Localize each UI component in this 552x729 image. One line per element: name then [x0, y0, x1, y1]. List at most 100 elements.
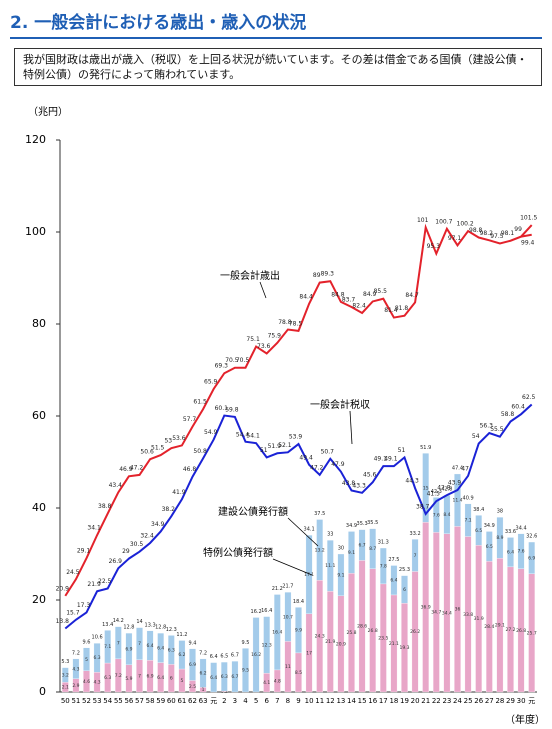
- bar-value-label: 7.8: [380, 563, 387, 569]
- bar-total-label: 32.6: [526, 534, 537, 540]
- bar-value-label: 31.9: [474, 616, 484, 622]
- bar-value-label: 1: [202, 687, 205, 693]
- line-value-label: 99: [514, 226, 522, 233]
- series-arrow: [259, 281, 267, 299]
- x-axis-label: （年度）: [505, 713, 545, 726]
- bar-segment: [263, 616, 271, 674]
- line-value-label: 43.4: [109, 482, 123, 489]
- line-value-label: 54: [472, 433, 480, 440]
- bar-value-label: 6.5: [475, 528, 482, 534]
- line-value-label: 89.3: [321, 271, 335, 278]
- x-tick-label: 6: [264, 697, 269, 705]
- bar-total-label: 38: [497, 509, 503, 515]
- bar-value-label: 15: [423, 485, 429, 491]
- bar-total-label: 12.8: [123, 625, 134, 631]
- y-tick-label: 0: [39, 685, 46, 698]
- x-tick-label: 18: [389, 697, 398, 705]
- bar-total-label: 12.8: [155, 625, 166, 631]
- line-value-label: 75.1: [246, 336, 260, 343]
- bar-value-label: 28.6: [357, 624, 367, 630]
- line-value-label: 29.1: [77, 548, 91, 555]
- x-tick-label: 21: [421, 697, 430, 705]
- bar-value-label: 9.1: [348, 550, 355, 556]
- note: 我が国財政は歳出が歳入（税収）を上回る状況が続いています。その差は借金である国債…: [14, 48, 542, 86]
- line-value-label: 51: [260, 447, 268, 454]
- bar-total-label: 5.3: [61, 659, 69, 665]
- bar-segment: [496, 517, 504, 559]
- bar-value-label: 6.2: [200, 671, 207, 677]
- x-tick-label: 8: [286, 697, 290, 705]
- line-value-label: 54.4: [236, 431, 250, 438]
- line-value-label: 53.6: [172, 435, 186, 442]
- bar-value-label: 6.9: [528, 555, 535, 561]
- bar-total-label: 33: [327, 532, 333, 538]
- bar-series-label: 建設公債発行額: [218, 505, 288, 518]
- bar-series-label: 特例公債発行額: [203, 546, 273, 559]
- line-value-label: 83.7: [342, 296, 356, 303]
- bar-total-label: 16.2: [251, 609, 262, 615]
- bar-segment: [517, 533, 525, 569]
- bar-total-label: 33.6: [505, 529, 516, 535]
- line-alt-end: [520, 233, 532, 238]
- bar-value-label: 6.4: [507, 550, 514, 556]
- bar-value-label: 16.2: [251, 652, 261, 658]
- bar-value-label: 11.1: [325, 563, 335, 569]
- bar-total-label: 27.5: [388, 557, 399, 563]
- y-tick-label: 100: [25, 225, 46, 238]
- bar-value-label: 6.9: [189, 662, 196, 668]
- line-value-label: 50.7: [321, 448, 335, 455]
- line-value-label: 21.9: [87, 581, 101, 588]
- bar-value-label: 36.9: [421, 605, 431, 611]
- bar-segment: [316, 519, 324, 581]
- x-tick-label: 50: [61, 697, 70, 705]
- bar-value-label: 6.9: [125, 646, 132, 652]
- bar-segment: [157, 632, 165, 663]
- bar-segment: [326, 540, 334, 592]
- bar-value-label: 11.4: [452, 498, 462, 504]
- bar-total-label: 47.4: [452, 465, 463, 471]
- line-value-label: 43.8: [342, 480, 356, 487]
- bar-total-label: 13.3: [145, 622, 156, 628]
- bar-value-label: 7.2: [115, 673, 122, 679]
- bar-value-label: 7: [117, 640, 120, 646]
- x-tick-label: 60: [167, 697, 176, 705]
- bar-value-label: 2.9: [72, 683, 79, 689]
- line-value-label: 34.1: [87, 525, 101, 532]
- line-value-label: 101.5: [520, 215, 537, 222]
- line-value-label: 89: [313, 272, 321, 279]
- x-tick-label: 10: [305, 697, 314, 705]
- bar-value-label: 6.3: [94, 655, 101, 661]
- bar-value-label: 9.1: [337, 572, 344, 578]
- bar-segment: [284, 592, 292, 642]
- bar-value-label: 6.7: [359, 543, 366, 549]
- x-tick-label: 16: [368, 697, 377, 705]
- bar-value-label: 6.9: [147, 674, 154, 680]
- bar-value-label: 7.6: [518, 549, 525, 555]
- bar-segment: [337, 553, 345, 597]
- line-value-label: 73.6: [257, 343, 271, 350]
- bar-value-label: 6.2: [178, 652, 185, 658]
- bar-series-arrow: [287, 517, 319, 547]
- line-value-label: 78.8: [278, 319, 292, 326]
- bar-value-label: 7.1: [465, 518, 472, 524]
- bar-total-label: 37.5: [314, 511, 325, 517]
- line-value-label: 85.5: [374, 288, 388, 295]
- bar-segment: [231, 661, 239, 693]
- x-tick-label: 20: [411, 697, 420, 705]
- bar-value-label: 36: [455, 607, 461, 613]
- x-tick-label: 13: [336, 697, 345, 705]
- bar-total-label: 9.4: [189, 640, 197, 646]
- bar-segment: [178, 640, 186, 670]
- x-tick-label: 5: [254, 697, 258, 705]
- line-value-label: 43.3: [352, 482, 366, 489]
- line-value-label: 100.2: [457, 221, 474, 228]
- x-tick-label: 24: [453, 697, 462, 705]
- line-value-label: 26.9: [109, 558, 123, 565]
- bar-value-label: 8.5: [295, 670, 302, 676]
- line-value-label: 50.8: [193, 448, 207, 455]
- bar-total-label: 12.3: [166, 627, 177, 633]
- x-tick-label: 29: [506, 697, 515, 705]
- bar-segment: [273, 594, 281, 671]
- line-value-label: 69.3: [215, 363, 229, 370]
